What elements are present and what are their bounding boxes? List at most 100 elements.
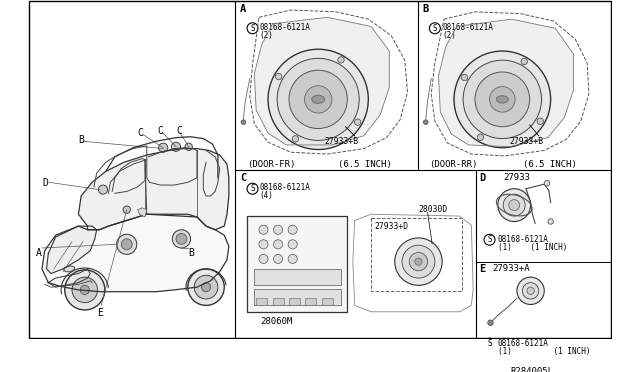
- Text: (4): (4): [260, 192, 274, 201]
- Text: D: D: [479, 173, 486, 183]
- Text: (2): (2): [442, 31, 456, 40]
- Text: 28060M: 28060M: [260, 317, 293, 326]
- Polygon shape: [138, 208, 147, 217]
- Text: (1)    (1 INCH): (1) (1 INCH): [498, 243, 567, 253]
- Polygon shape: [438, 19, 573, 147]
- Text: R284005L: R284005L: [511, 368, 554, 372]
- Text: 08168-6121A: 08168-6121A: [260, 183, 310, 192]
- Text: D: D: [42, 178, 48, 188]
- Bar: [273, 298, 284, 305]
- Circle shape: [463, 60, 541, 138]
- Circle shape: [202, 283, 211, 292]
- Bar: [322, 298, 333, 305]
- Text: B: B: [79, 135, 84, 145]
- Text: 08168-6121A: 08168-6121A: [442, 23, 493, 32]
- Circle shape: [461, 74, 468, 81]
- Bar: [305, 298, 316, 305]
- Circle shape: [116, 234, 137, 254]
- Polygon shape: [79, 148, 229, 230]
- Bar: [254, 289, 341, 305]
- Text: S: S: [487, 339, 492, 348]
- Text: (1)         (1 INCH): (1) (1 INCH): [498, 347, 590, 356]
- Circle shape: [176, 233, 187, 244]
- Circle shape: [292, 136, 299, 142]
- Circle shape: [121, 239, 132, 250]
- Text: S: S: [487, 235, 492, 244]
- Circle shape: [65, 270, 105, 310]
- Circle shape: [123, 206, 131, 213]
- Text: C: C: [240, 173, 246, 183]
- Text: B: B: [188, 248, 194, 258]
- Circle shape: [424, 120, 428, 125]
- Text: 08168-6121A: 08168-6121A: [498, 235, 548, 244]
- Circle shape: [415, 258, 422, 265]
- Text: 27933+B: 27933+B: [509, 137, 544, 146]
- Circle shape: [454, 51, 550, 148]
- Text: (DOOR-FR): (DOOR-FR): [247, 160, 296, 170]
- Ellipse shape: [312, 95, 324, 103]
- Bar: [254, 269, 341, 285]
- Text: (2): (2): [260, 31, 274, 40]
- Circle shape: [172, 230, 191, 248]
- Text: S: S: [250, 184, 255, 193]
- Circle shape: [395, 238, 442, 285]
- Circle shape: [273, 225, 283, 234]
- Ellipse shape: [64, 266, 75, 272]
- Circle shape: [159, 143, 168, 152]
- Circle shape: [305, 86, 332, 113]
- Circle shape: [503, 194, 525, 216]
- Text: 28030D: 28030D: [419, 205, 448, 214]
- Text: S: S: [433, 24, 437, 33]
- Circle shape: [172, 142, 180, 151]
- Text: (6.5 INCH): (6.5 INCH): [524, 160, 577, 170]
- Text: B: B: [422, 4, 428, 14]
- Circle shape: [527, 287, 534, 295]
- Text: 08168-6121A: 08168-6121A: [498, 339, 548, 348]
- Text: 27933+B: 27933+B: [324, 137, 358, 146]
- Text: C: C: [176, 126, 182, 136]
- Circle shape: [402, 245, 435, 278]
- Circle shape: [185, 143, 193, 150]
- Text: E: E: [97, 308, 102, 318]
- Circle shape: [521, 58, 527, 65]
- Circle shape: [268, 49, 368, 150]
- Bar: [371, 218, 462, 291]
- Circle shape: [259, 240, 268, 249]
- Circle shape: [475, 72, 530, 127]
- Text: 08168-6121A: 08168-6121A: [260, 23, 310, 32]
- Circle shape: [289, 70, 348, 129]
- Circle shape: [477, 134, 484, 141]
- Circle shape: [99, 185, 108, 194]
- Text: 27933+D: 27933+D: [374, 222, 409, 231]
- Circle shape: [194, 275, 218, 299]
- Text: A: A: [36, 248, 42, 258]
- Bar: [256, 298, 267, 305]
- Text: A: A: [240, 4, 246, 14]
- Circle shape: [275, 73, 282, 80]
- Circle shape: [517, 277, 544, 305]
- Circle shape: [410, 253, 428, 271]
- Circle shape: [498, 189, 531, 222]
- Circle shape: [80, 285, 90, 295]
- Bar: [289, 298, 300, 305]
- Text: 27933: 27933: [503, 173, 530, 182]
- Circle shape: [338, 57, 344, 63]
- Circle shape: [355, 119, 361, 125]
- Text: E: E: [479, 264, 486, 275]
- Circle shape: [288, 225, 297, 234]
- Circle shape: [544, 180, 550, 186]
- Bar: [247, 216, 348, 312]
- Circle shape: [72, 277, 97, 303]
- Circle shape: [259, 254, 268, 263]
- Ellipse shape: [497, 96, 508, 103]
- Circle shape: [548, 219, 554, 224]
- Circle shape: [509, 200, 520, 211]
- Circle shape: [273, 254, 283, 263]
- Circle shape: [241, 120, 246, 125]
- Polygon shape: [42, 214, 229, 292]
- Text: (DOOR-RR): (DOOR-RR): [429, 160, 478, 170]
- Circle shape: [277, 58, 359, 140]
- Polygon shape: [47, 226, 97, 273]
- Circle shape: [273, 240, 283, 249]
- Circle shape: [188, 269, 224, 305]
